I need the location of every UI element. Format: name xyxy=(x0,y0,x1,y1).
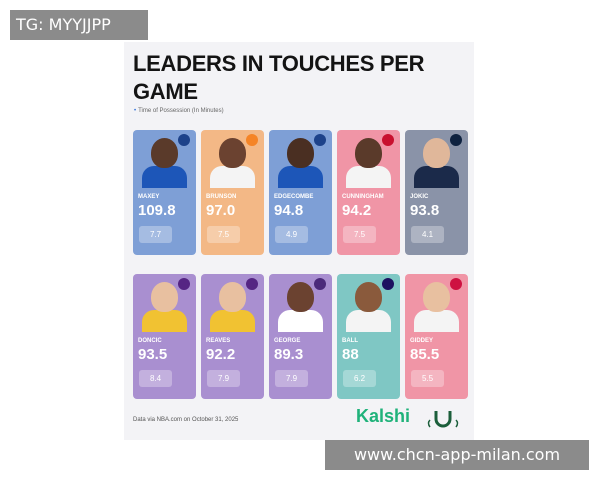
player-headshot xyxy=(287,282,314,312)
team-logo-icon xyxy=(314,134,326,146)
title-line-2: GAME xyxy=(133,79,198,104)
player-card: EDGECOMBE 94.8 4.9 xyxy=(269,130,332,255)
poster-title: LEADERS IN TOUCHES PER GAME xyxy=(133,50,473,106)
infographic-poster: LEADERS IN TOUCHES PER GAME • Time of Pos… xyxy=(124,42,474,440)
kalshi-logo: Kalshi xyxy=(356,406,411,426)
player-card: MAXEY 109.8 7.7 xyxy=(133,130,196,255)
team-logo-icon xyxy=(450,134,462,146)
player-headshot xyxy=(423,282,450,312)
team-logo-icon xyxy=(382,134,394,146)
player-name: JOKIC xyxy=(410,194,429,200)
player-jersey xyxy=(142,166,187,188)
player-headshot xyxy=(151,138,178,168)
player-card: JOKIC 93.8 4.1 xyxy=(405,130,468,255)
touches-value: 89.3 xyxy=(274,346,304,363)
team-logo-icon xyxy=(382,278,394,290)
player-name: CUNNINGHAM xyxy=(342,194,384,200)
player-name: REAVES xyxy=(206,338,231,344)
subtitle-text: Time of Possession (In Minutes) xyxy=(138,108,224,114)
possession-minutes: 7.5 xyxy=(207,226,240,243)
possession-minutes: 5.5 xyxy=(411,370,444,387)
player-name: GIDDEY xyxy=(410,338,434,344)
touches-value: 93.8 xyxy=(410,202,440,219)
player-jersey xyxy=(278,310,323,332)
player-name: BALL xyxy=(342,338,358,344)
player-jersey xyxy=(278,166,323,188)
watermark-bottom: www.chcn-app-milan.com xyxy=(325,440,589,470)
u-brand-logo-icon xyxy=(427,411,459,428)
player-jersey xyxy=(414,310,459,332)
possession-minutes: 7.9 xyxy=(275,370,308,387)
touches-value: 92.2 xyxy=(206,346,236,363)
player-jersey xyxy=(346,166,391,188)
team-logo-icon xyxy=(246,134,258,146)
watermark-top: TG: MYYJJPP xyxy=(10,10,148,40)
player-name: DONCIC xyxy=(138,338,162,344)
data-source-note: Data via NBA.com on October 31, 2025 xyxy=(133,417,239,423)
player-headshot xyxy=(151,282,178,312)
possession-minutes: 7.7 xyxy=(139,226,172,243)
team-logo-icon xyxy=(246,278,258,290)
title-line-1: LEADERS IN TOUCHES PER xyxy=(133,51,425,76)
player-headshot xyxy=(355,138,382,168)
possession-minutes: 7.5 xyxy=(343,226,376,243)
team-logo-icon xyxy=(314,278,326,290)
player-card: GIDDEY 85.5 5.5 xyxy=(405,274,468,399)
player-card: GEORGE 89.3 7.9 xyxy=(269,274,332,399)
player-name: EDGECOMBE xyxy=(274,194,314,200)
touches-value: 85.5 xyxy=(410,346,440,363)
player-jersey xyxy=(142,310,187,332)
player-name: MAXEY xyxy=(138,194,160,200)
player-card: DONCIC 93.5 8.4 xyxy=(133,274,196,399)
possession-minutes: 4.1 xyxy=(411,226,444,243)
player-headshot xyxy=(219,282,246,312)
touches-value: 94.2 xyxy=(342,202,372,219)
player-name: GEORGE xyxy=(274,338,301,344)
player-card: BALL 88 6.2 xyxy=(337,274,400,399)
possession-minutes: 8.4 xyxy=(139,370,172,387)
team-logo-icon xyxy=(450,278,462,290)
touches-value: 109.8 xyxy=(138,202,176,219)
touches-value: 93.5 xyxy=(138,346,168,363)
player-jersey xyxy=(210,166,255,188)
player-headshot xyxy=(287,138,314,168)
player-headshot xyxy=(423,138,450,168)
player-headshot xyxy=(355,282,382,312)
possession-minutes: 6.2 xyxy=(343,370,376,387)
touches-value: 97.0 xyxy=(206,202,236,219)
player-headshot xyxy=(219,138,246,168)
possession-minutes: 4.9 xyxy=(275,226,308,243)
touches-value: 94.8 xyxy=(274,202,304,219)
player-jersey xyxy=(210,310,255,332)
poster-subtitle: • Time of Possession (In Minutes) xyxy=(134,108,224,114)
player-card: REAVES 92.2 7.9 xyxy=(201,274,264,399)
possession-minutes: 7.9 xyxy=(207,370,240,387)
team-logo-icon xyxy=(178,134,190,146)
team-logo-icon xyxy=(178,278,190,290)
touches-value: 88 xyxy=(342,346,359,363)
player-name: BRUNSON xyxy=(206,194,237,200)
player-jersey xyxy=(346,310,391,332)
bullet-icon: • xyxy=(134,108,137,114)
player-jersey xyxy=(414,166,459,188)
player-card: BRUNSON 97.0 7.5 xyxy=(201,130,264,255)
player-card: CUNNINGHAM 94.2 7.5 xyxy=(337,130,400,255)
